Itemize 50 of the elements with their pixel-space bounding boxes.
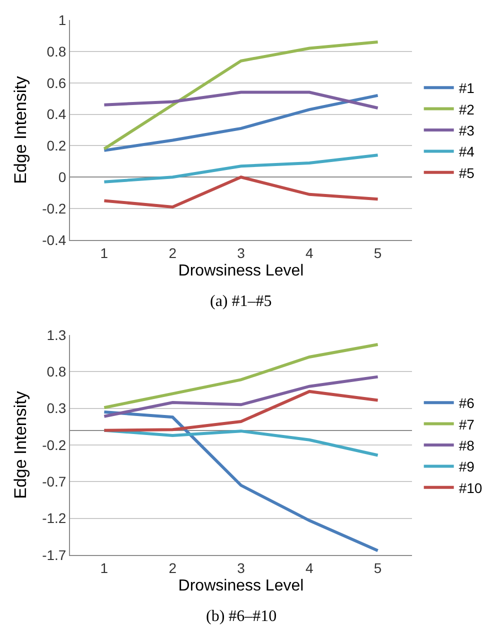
y-tick-label: -0.4	[42, 232, 66, 248]
y-tick-label: 0.3	[46, 400, 66, 416]
y-tick-label: 1.3	[46, 326, 66, 343]
line-series	[102, 90, 380, 110]
line-series	[102, 176, 380, 208]
legend-label: #3	[458, 122, 475, 138]
y-tick-label: -1.2	[42, 510, 66, 526]
x-tick-label: 3	[237, 244, 246, 261]
line-series	[102, 40, 380, 150]
y-tick-label: 0.8	[46, 364, 66, 380]
line-series	[102, 375, 380, 418]
y-tick-label: -0.2	[42, 436, 66, 453]
y-tick-label: 1	[58, 12, 66, 28]
x-tick-label: 4	[306, 244, 314, 261]
legend-label: #2	[458, 101, 475, 118]
y-tick-label: 0.6	[46, 74, 66, 91]
x-tick-label: 3	[237, 560, 246, 576]
x-tick-label: 5	[374, 560, 382, 576]
y-tick-label: 0.8	[46, 43, 66, 60]
legend-label: #4	[458, 144, 475, 160]
line-series	[102, 154, 380, 184]
y-tick-label: -0.2	[42, 200, 66, 216]
legend-label: #6	[458, 395, 475, 412]
y-tick-label: 0.4	[46, 106, 66, 122]
y-tick-label: 0	[58, 169, 66, 186]
x-axis-title: Drowsiness Level	[178, 578, 304, 594]
legend-label: #5	[458, 164, 475, 181]
legend-label: #1	[458, 80, 475, 96]
x-tick-label: 5	[374, 244, 382, 261]
legend-label: #9	[458, 458, 475, 475]
x-tick-label: 1	[100, 560, 108, 576]
line-series	[102, 390, 380, 432]
legend-label: #10	[458, 480, 482, 496]
text: (a) #1–#5	[210, 293, 272, 310]
y-axis-title: Edge Intensity	[11, 390, 30, 499]
y-tick-label: 0.2	[46, 138, 66, 154]
x-tick-label: 4	[306, 560, 314, 576]
line-series	[102, 343, 380, 410]
line-series	[102, 410, 380, 552]
legend-label: #7	[458, 416, 475, 432]
x-tick-label: 2	[168, 244, 177, 261]
y-axis-title: Edge Intensity	[11, 76, 30, 184]
y-tick-label: -1.7	[42, 546, 66, 563]
text: (b) #6–#10	[206, 608, 277, 625]
legend-label: #8	[458, 437, 475, 454]
x-tick-label: 1	[100, 244, 108, 261]
y-tick-label: -0.7	[42, 474, 66, 490]
x-axis-title: Drowsiness Level	[178, 262, 304, 280]
x-tick-label: 2	[168, 560, 177, 576]
line-series	[102, 94, 380, 152]
